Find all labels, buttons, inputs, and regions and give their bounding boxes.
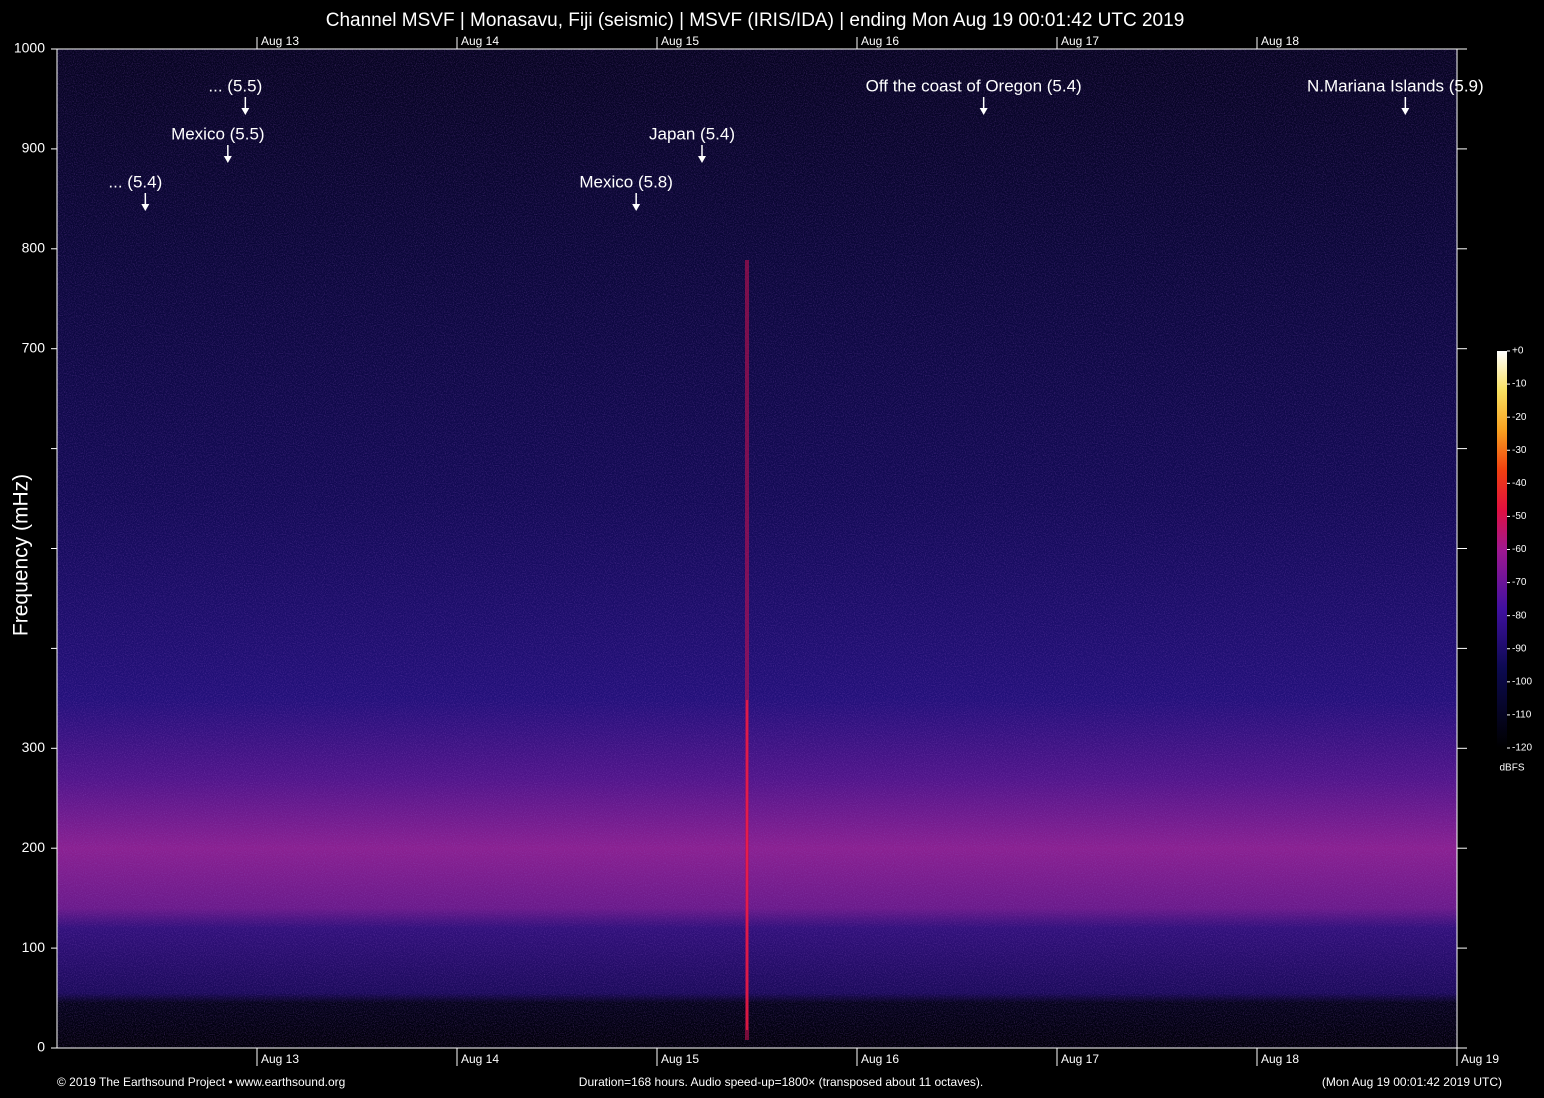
x-tick-label: Aug 13 (261, 34, 299, 48)
colorbar-tick-label: -100 (1512, 676, 1532, 687)
x-tick-label: Aug 17 (1061, 34, 1099, 48)
colorbar-tick-label: -110 (1512, 710, 1532, 721)
x-tick-label: Aug 13 (261, 1052, 299, 1066)
x-tick-label: Aug 16 (861, 1052, 899, 1066)
y-tick-label: 300 (22, 739, 46, 755)
x-tick-label: Aug 18 (1261, 34, 1299, 48)
y-tick-label: 700 (22, 339, 46, 355)
annotation-arrowhead (979, 108, 988, 115)
annotation: Japan (5.4) (649, 124, 735, 143)
colorbar-tick-label: -40 (1512, 478, 1527, 489)
footer-left: © 2019 The Earthsound Project • www.eart… (57, 1075, 345, 1089)
x-tick-label: Aug 17 (1061, 1052, 1099, 1066)
y-tick-label: 800 (22, 240, 46, 256)
colorbar-tick-label: -80 (1512, 610, 1527, 621)
colorbar-tick-label: -50 (1512, 511, 1527, 522)
x-tick-label: Aug 18 (1261, 1052, 1299, 1066)
colorbar (1497, 351, 1507, 748)
colorbar-tick-label: -120 (1512, 743, 1532, 754)
chart-title: Channel MSVF | Monasavu, Fiji (seismic) … (326, 10, 1185, 31)
annotation-arrowhead (241, 108, 250, 115)
annotation: ... (5.5) (208, 76, 262, 95)
x-tick-label: Aug 14 (461, 34, 499, 48)
colorbar-tick-label: -90 (1512, 643, 1527, 654)
x-tick-label: Aug 16 (861, 34, 899, 48)
annotation-arrowhead (632, 204, 641, 211)
colorbar-tick-label: -20 (1512, 412, 1527, 423)
colorbar-tick-label: -60 (1512, 544, 1527, 555)
colorbar-label: dBFS (1499, 763, 1524, 774)
x-tick-label: Aug 14 (461, 1052, 499, 1066)
y-tick-label: 0 (37, 1039, 45, 1055)
annotation-arrowhead (1401, 108, 1410, 115)
y-axis-label: Frequency (mHz) (10, 474, 33, 636)
annotation: N.Mariana Islands (5.9) (1307, 76, 1484, 95)
spectrogram (57, 49, 1457, 1048)
annotation: Mexico (5.5) (171, 124, 265, 143)
y-tick-label: 900 (22, 140, 46, 156)
annotation: ... (5.4) (108, 172, 162, 191)
y-tick-label: 200 (22, 839, 46, 855)
annotation-arrowhead (223, 156, 232, 163)
annotation-arrowhead (698, 156, 706, 163)
x-tick-label: Aug 15 (661, 34, 699, 48)
colorbar-tick-label: -10 (1512, 379, 1527, 390)
footer-right: (Mon Aug 19 00:01:42 2019 UTC) (1322, 1075, 1502, 1089)
footer-center: Duration=168 hours. Audio speed-up=1800×… (579, 1075, 983, 1089)
colorbar-tick-label: +0 (1512, 346, 1524, 357)
colorbar-tick-label: -70 (1512, 577, 1527, 588)
y-tick-label: 100 (22, 939, 46, 955)
x-tick-label: Aug 15 (661, 1052, 699, 1066)
x-tick-label: Aug 19 (1461, 1052, 1499, 1066)
y-tick-label: 1000 (14, 40, 45, 56)
annotation: Mexico (5.8) (579, 172, 673, 191)
annotation-arrowhead (141, 204, 150, 211)
annotation: Off the coast of Oregon (5.4) (866, 76, 1082, 95)
colorbar-tick-label: -30 (1512, 445, 1527, 456)
